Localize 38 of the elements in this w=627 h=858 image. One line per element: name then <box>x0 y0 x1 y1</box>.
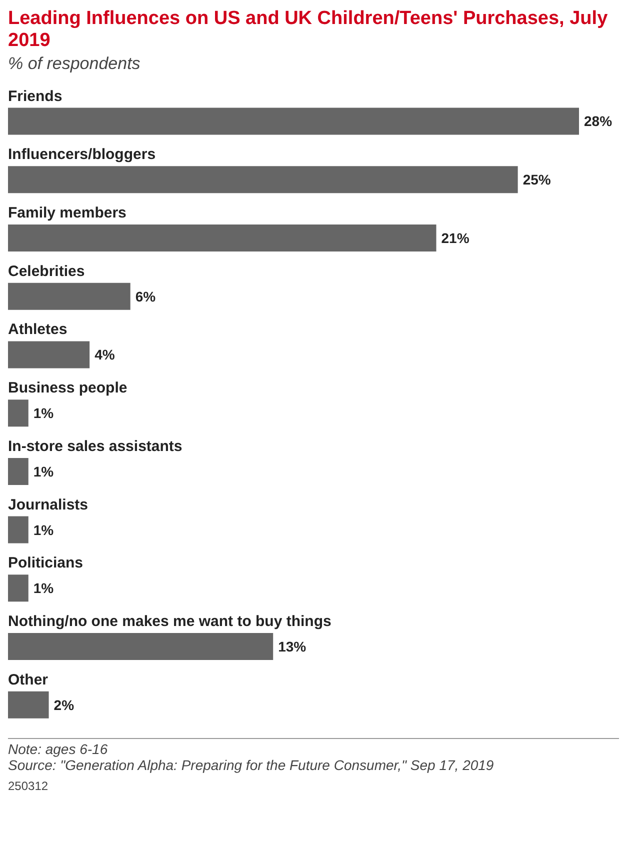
bar <box>8 282 130 310</box>
bar <box>8 691 49 718</box>
y-tick-label: Nothing/no one makes me want to buy things <box>8 613 332 630</box>
data-label: 25% <box>522 172 552 188</box>
y-tick-label: Other <box>8 671 48 688</box>
y-tick-label: Influencers/bloggers <box>8 146 156 164</box>
data-label: 13% <box>278 638 307 654</box>
bar <box>8 633 274 660</box>
y-tick-label: Politicians <box>8 554 84 572</box>
chart-title: Leading Influences on US and UK Children/Teens' Purchases, July 2019 <box>8 8 609 52</box>
y-tick-label: In-store sales assistants <box>8 438 182 455</box>
bar <box>8 224 436 252</box>
text: Note: ages 6-16 <box>8 741 109 757</box>
data-label: 21% <box>441 230 470 246</box>
source-note: Source: "Generation Alpha: Preparing for the Future Consumer," Sep 17, 2019 <box>8 757 495 773</box>
bar <box>8 108 579 135</box>
bar <box>8 574 28 602</box>
data-label: 1% <box>33 405 54 422</box>
data-label: 1% <box>33 522 54 538</box>
data-label: 2% <box>54 696 75 713</box>
bar <box>8 516 28 544</box>
bar <box>8 458 28 485</box>
y-tick-label: Celebrities <box>8 262 85 280</box>
text: 250312 <box>8 779 50 793</box>
y-tick-label: Athletes <box>8 321 68 338</box>
data-label: 1% <box>33 580 54 596</box>
y-tick-label: Business people <box>8 380 128 397</box>
y-tick-label: Friends <box>8 88 62 105</box>
data-label: 6% <box>135 288 156 304</box>
data-label: 4% <box>94 346 116 363</box>
y-tick-label: Journalists <box>8 496 88 514</box>
bar <box>8 400 28 427</box>
chart-subtitle: % of respondents <box>8 54 142 74</box>
data-label: 28% <box>584 113 613 130</box>
data-label: 1% <box>33 463 54 480</box>
bar <box>8 166 518 194</box>
bar <box>8 341 90 368</box>
y-tick-label: Family members <box>8 204 126 222</box>
